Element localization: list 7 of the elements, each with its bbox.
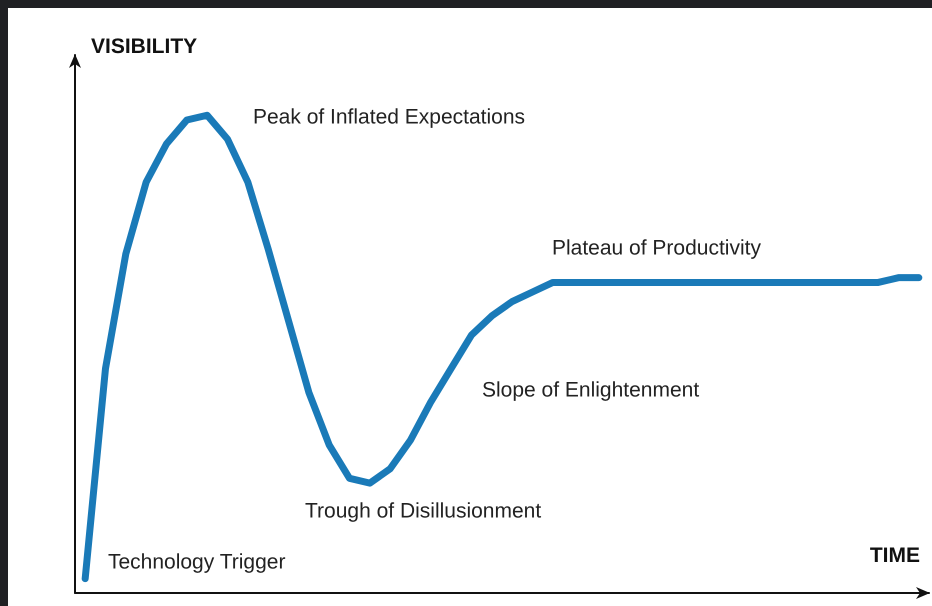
annotation: Plateau of Productivity	[552, 236, 762, 260]
x-axis-title: TIME	[870, 544, 920, 567]
annotation: Trough of Disillusionment	[305, 500, 542, 522]
annotation: Technology Trigger	[108, 550, 286, 574]
y-axis-title: VISIBILITY	[91, 35, 198, 58]
annotation: Peak of Inflated Expectations	[253, 106, 526, 128]
annotation: Slope of Enlightenment	[482, 378, 700, 402]
